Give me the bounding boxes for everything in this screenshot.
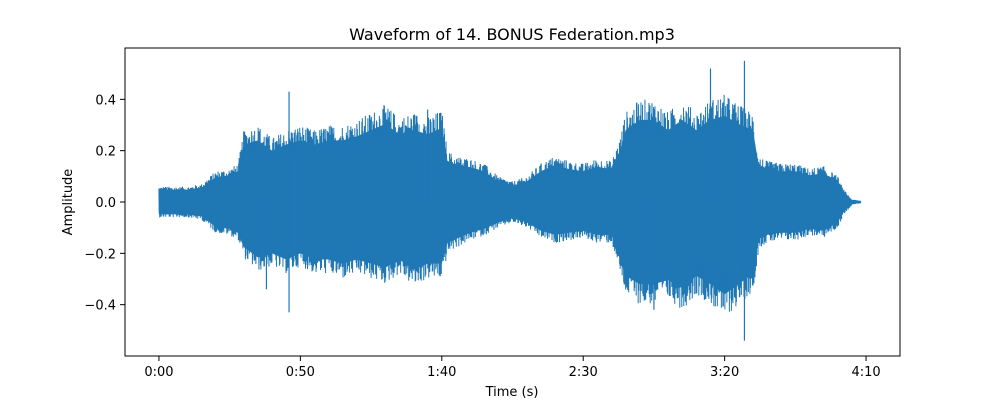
x-tick-label: 0:00 <box>144 365 173 380</box>
x-axis: 0:00 0:50 1:40 2:30 3:20 4:10 <box>144 356 881 380</box>
x-tick-label: 1:40 <box>427 365 456 380</box>
x-tick-label: 0:50 <box>286 365 315 380</box>
x-tick-label: 2:30 <box>569 365 598 380</box>
x-axis-label: Time (s) <box>485 385 539 400</box>
y-tick-label: −0.2 <box>84 247 116 262</box>
x-tick-label: 3:20 <box>710 365 739 380</box>
waveform-line <box>158 94 862 312</box>
y-axis: 0.4 0.2 0.0 −0.2 −0.4 <box>84 93 125 314</box>
y-tick-label: −0.4 <box>84 299 116 314</box>
plot-area <box>158 60 862 341</box>
chart-title: Waveform of 14. BONUS Federation.mp3 <box>349 25 675 44</box>
x-tick-label: 4:10 <box>851 365 880 380</box>
y-axis-label: Amplitude <box>61 169 76 236</box>
y-tick-label: 0.4 <box>95 93 116 108</box>
y-tick-label: 0.0 <box>95 196 116 211</box>
y-tick-label: 0.2 <box>95 145 116 160</box>
